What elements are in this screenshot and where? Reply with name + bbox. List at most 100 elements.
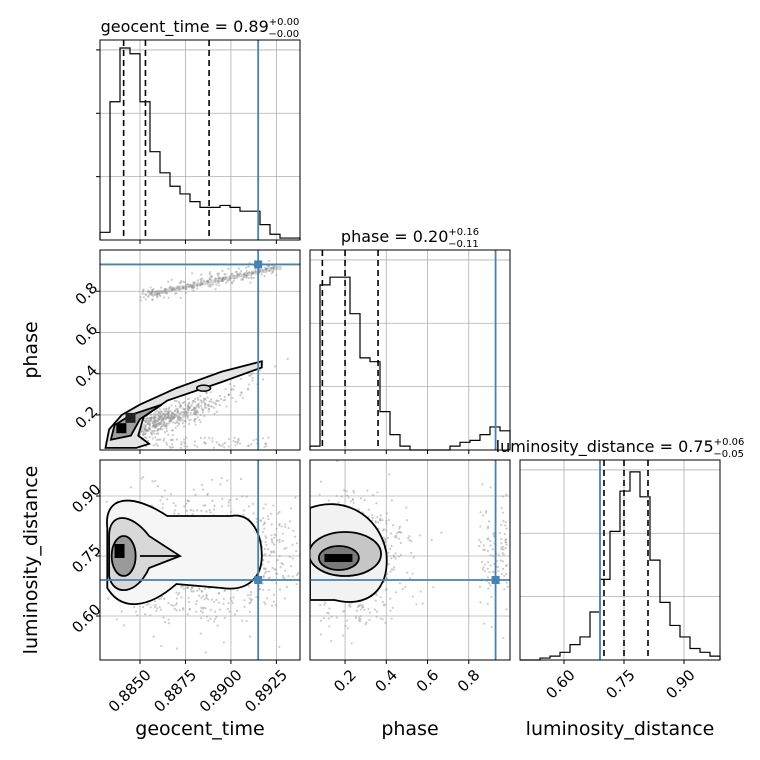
sample-point	[359, 608, 362, 611]
sample-point	[486, 576, 490, 579]
sample-point	[393, 555, 396, 558]
contour-outer	[106, 499, 263, 605]
sample-point	[259, 519, 262, 522]
sample-point	[180, 441, 183, 444]
sample-point	[167, 618, 170, 621]
sample-point	[169, 419, 172, 422]
sample-point	[181, 607, 185, 610]
sample-point	[354, 615, 358, 618]
sample-point	[203, 406, 207, 409]
sample-point	[163, 287, 167, 290]
panel-bg	[520, 460, 720, 660]
sample-point	[387, 563, 391, 566]
sample-point	[347, 496, 350, 499]
density-cell	[243, 272, 253, 276]
sample-point	[274, 568, 278, 571]
sample-point	[156, 293, 159, 296]
sample-point	[355, 609, 359, 612]
sample-point	[206, 494, 209, 497]
sample-point	[174, 504, 177, 507]
sample-point	[288, 520, 292, 523]
sample-point	[398, 527, 401, 530]
sample-point	[504, 524, 507, 527]
sample-point	[163, 597, 166, 600]
sample-point	[353, 491, 356, 494]
sample-point	[218, 394, 222, 398]
sample-point	[278, 541, 281, 544]
sample-point	[389, 532, 393, 535]
sample-point	[302, 584, 304, 586]
sample-point	[239, 377, 243, 381]
sample-point	[394, 591, 398, 594]
histogram-phase	[309, 276, 511, 451]
sample-point	[185, 436, 188, 439]
sample-point	[176, 419, 179, 422]
sample-point	[185, 413, 188, 417]
sample-point	[263, 522, 266, 525]
sample-point	[141, 605, 145, 609]
sample-point	[390, 557, 393, 560]
y-tick-label: 0.4	[72, 361, 102, 391]
sample-point	[385, 522, 388, 525]
sample-point	[198, 418, 201, 422]
sample-point	[171, 288, 174, 291]
sample-point	[166, 413, 169, 416]
sample-point	[201, 277, 204, 280]
sample-point	[490, 595, 493, 598]
sample-point	[227, 504, 230, 507]
sample-point	[301, 551, 303, 553]
sample-point	[227, 601, 230, 605]
sample-point	[271, 566, 274, 569]
sample-point	[184, 442, 187, 445]
sample-point	[139, 299, 142, 302]
sample-point	[211, 499, 214, 502]
sample-point	[395, 534, 398, 537]
sample-point	[386, 572, 389, 576]
sample-point	[158, 597, 161, 601]
sample-point	[230, 599, 233, 602]
sample-point	[197, 406, 200, 409]
sample-point	[345, 494, 349, 497]
sample-point	[247, 265, 250, 268]
density-peak	[324, 554, 353, 562]
sample-point	[144, 429, 147, 432]
sample-point	[375, 610, 379, 613]
sample-point	[505, 564, 509, 567]
sample-point	[182, 280, 185, 283]
sample-point	[306, 608, 308, 610]
sample-point	[406, 519, 409, 522]
sample-point	[228, 382, 231, 386]
sample-point	[382, 536, 385, 539]
sample-point	[173, 288, 177, 291]
sample-point	[200, 509, 203, 512]
sample-point	[399, 541, 402, 544]
sample-point	[156, 485, 160, 488]
y-tick-label: 0.60	[68, 600, 104, 636]
sample-point	[182, 286, 185, 290]
x-tick-label: 0.6	[413, 666, 443, 696]
sample-point	[240, 270, 243, 273]
sample-point	[169, 493, 172, 496]
sample-point	[223, 398, 227, 401]
sample-point	[224, 387, 227, 391]
sample-point	[169, 410, 172, 413]
sample-point	[264, 503, 267, 506]
panel-frame	[519, 459, 721, 661]
sample-point	[214, 277, 217, 280]
sample-point	[263, 275, 266, 278]
sample-point	[214, 617, 217, 620]
sample-point	[153, 416, 156, 419]
sample-point	[160, 291, 163, 294]
sample-point	[174, 426, 177, 429]
sample-point	[198, 594, 201, 597]
sample-point	[247, 276, 250, 280]
sample-point	[217, 279, 220, 282]
x-tick-label: 0.8	[454, 666, 484, 696]
sample-point	[242, 275, 246, 279]
sample-point	[345, 490, 348, 493]
sample-point	[115, 618, 118, 621]
sample-point	[179, 288, 182, 291]
sample-point	[152, 444, 155, 447]
sample-point	[351, 497, 354, 501]
sample-point	[223, 589, 226, 592]
